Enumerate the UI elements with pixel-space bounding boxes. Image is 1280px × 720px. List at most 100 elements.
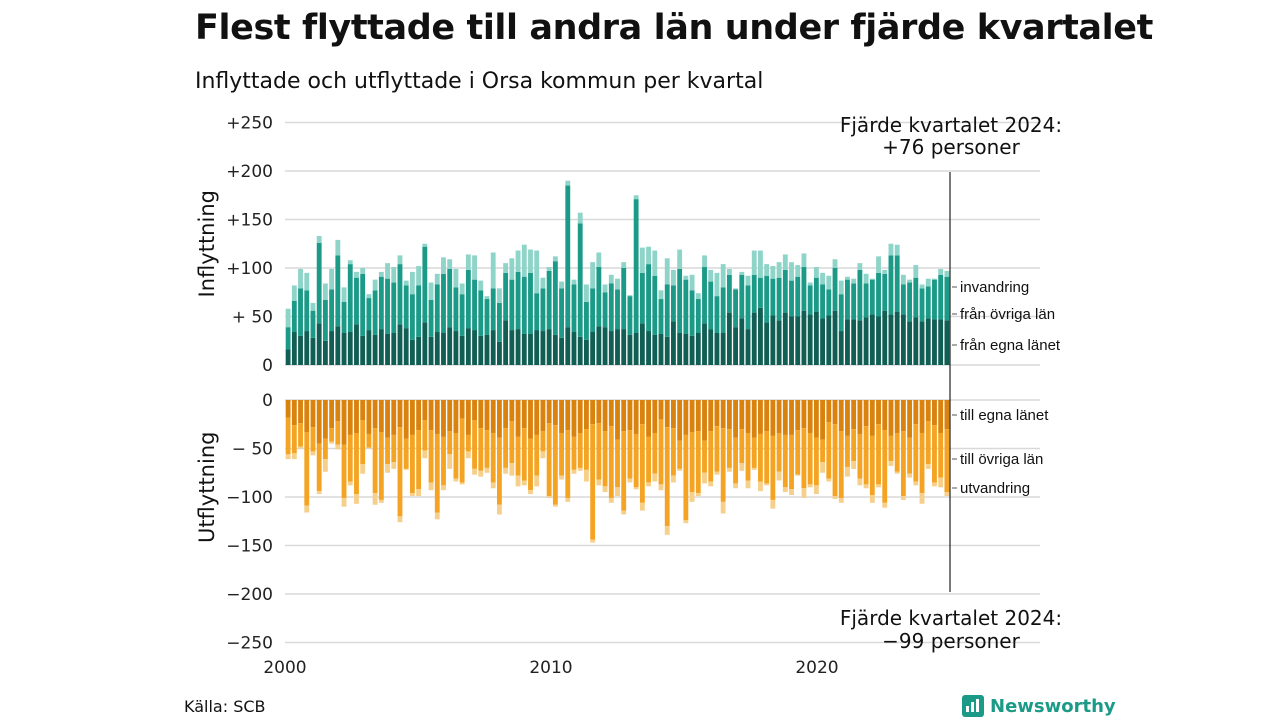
- bar-segment-out: [652, 432, 658, 474]
- bar-segment-out: [385, 437, 390, 465]
- bar-segment-in: [329, 289, 335, 332]
- bar-segment-in: [807, 314, 813, 365]
- bar-segment-in: [496, 302, 502, 342]
- bar-segment-out: [602, 400, 608, 432]
- brand-name: Newsworthy: [990, 695, 1116, 717]
- bar-segment-in: [857, 320, 863, 365]
- bar-segment-in: [739, 271, 745, 275]
- bar-segment-in: [664, 336, 670, 365]
- bar-segment-out: [540, 451, 546, 459]
- bar-segment-in: [416, 285, 422, 337]
- bar-segment-out: [894, 400, 900, 433]
- bar-segment-out: [776, 432, 782, 472]
- bar-segment-out: [409, 400, 415, 435]
- bar-segment-in: [329, 268, 335, 290]
- bar-segment-in: [441, 332, 446, 365]
- bar-segment-out: [509, 463, 515, 476]
- bar-segment-in: [472, 330, 477, 365]
- bar-segment-out: [316, 491, 322, 495]
- bar-segment-in: [708, 281, 714, 330]
- bar-segment-in: [590, 288, 596, 333]
- bar-segment-out: [708, 431, 714, 482]
- bar-segment-out: [708, 400, 714, 432]
- bar-segment-in: [689, 335, 695, 365]
- bar-segment-out: [422, 420, 428, 451]
- bar-segment-out: [453, 432, 459, 479]
- bar-segment-out: [919, 432, 925, 494]
- bar-segment-in: [944, 276, 950, 321]
- bar-segment-out: [459, 482, 465, 485]
- bar-segment-in: [876, 272, 881, 317]
- brand-logo[interactable]: Newsworthy: [962, 693, 1116, 719]
- bar-segment-out: [285, 400, 291, 418]
- bar-segment-in: [354, 271, 359, 278]
- bar-segment-in: [764, 275, 770, 323]
- bar-segment-out: [372, 428, 378, 494]
- bar-segment-in: [496, 341, 502, 365]
- bar-segment-in: [745, 285, 751, 330]
- bar-segment-out: [677, 440, 683, 469]
- bar-segment-in: [652, 250, 658, 276]
- bar-segment-out: [876, 400, 881, 425]
- y-tick-label: − 50: [232, 440, 273, 460]
- bar-segment-out: [720, 501, 726, 514]
- bar-segment-out: [857, 478, 863, 486]
- bar-segment-out: [335, 421, 341, 445]
- bar-segment-in: [378, 329, 384, 365]
- bar-segment-out: [925, 400, 931, 422]
- bar-segment-in: [894, 311, 900, 365]
- bar-segment-in: [919, 288, 925, 322]
- bar-segment-in: [845, 279, 850, 320]
- bar-segment-out: [863, 484, 869, 489]
- bar-segment-out: [465, 451, 471, 459]
- bar-segment-in: [671, 321, 676, 365]
- bar-segment-out: [919, 493, 925, 504]
- bar-segment-out: [515, 436, 521, 476]
- bar-segment-out: [646, 400, 651, 437]
- bar-segment-out: [441, 485, 446, 491]
- bar-segment-in: [720, 332, 726, 365]
- bar-segment-out: [720, 400, 726, 429]
- bar-segment-in: [503, 320, 509, 365]
- bar-segment-in: [490, 252, 496, 289]
- bar-segment-in: [845, 319, 850, 365]
- bar-segment-out: [938, 477, 944, 488]
- bar-segment-in: [739, 318, 745, 365]
- bar-segment-in: [453, 287, 459, 332]
- bar-segment-out: [621, 431, 627, 511]
- bar-segment-out: [347, 481, 353, 486]
- bar-segment-out: [565, 497, 571, 502]
- x-tick-label: 2000: [263, 658, 306, 678]
- bar-segment-in: [925, 286, 931, 319]
- bar-segment-out: [484, 430, 490, 468]
- bar-segment-in: [733, 289, 739, 328]
- bar-segment-in: [633, 195, 639, 200]
- y-tick-label: −150: [226, 537, 273, 557]
- bar-segment-out: [490, 482, 496, 489]
- bar-segment-out: [789, 400, 794, 435]
- bar-segment-out: [478, 428, 484, 471]
- bar-segment-out: [478, 400, 484, 429]
- bar-segment-in: [354, 277, 359, 325]
- bar-segment-out: [546, 423, 552, 497]
- bar-segment-out: [689, 492, 695, 502]
- bar-segment-out: [838, 497, 844, 503]
- bar-segment-in: [347, 332, 353, 365]
- bar-segment-out: [932, 400, 937, 426]
- bar-segment-in: [528, 249, 533, 273]
- bar-segment-out: [428, 400, 434, 431]
- bar-segment-out: [608, 426, 614, 498]
- bar-segment-out: [683, 400, 689, 435]
- bar-segment-out: [322, 459, 328, 472]
- bar-segment-in: [534, 330, 540, 365]
- bar-segment-out: [521, 480, 527, 486]
- bar-segment-out: [298, 423, 303, 447]
- bar-segment-in: [428, 336, 434, 365]
- bar-segment-out: [496, 437, 502, 505]
- bar-segment-in: [403, 285, 409, 329]
- bar-segment-in: [938, 268, 944, 275]
- bar-segment-in: [758, 277, 763, 308]
- bar-segment-out: [845, 466, 850, 477]
- bar-segment-in: [534, 250, 540, 294]
- bar-segment-out: [652, 473, 658, 482]
